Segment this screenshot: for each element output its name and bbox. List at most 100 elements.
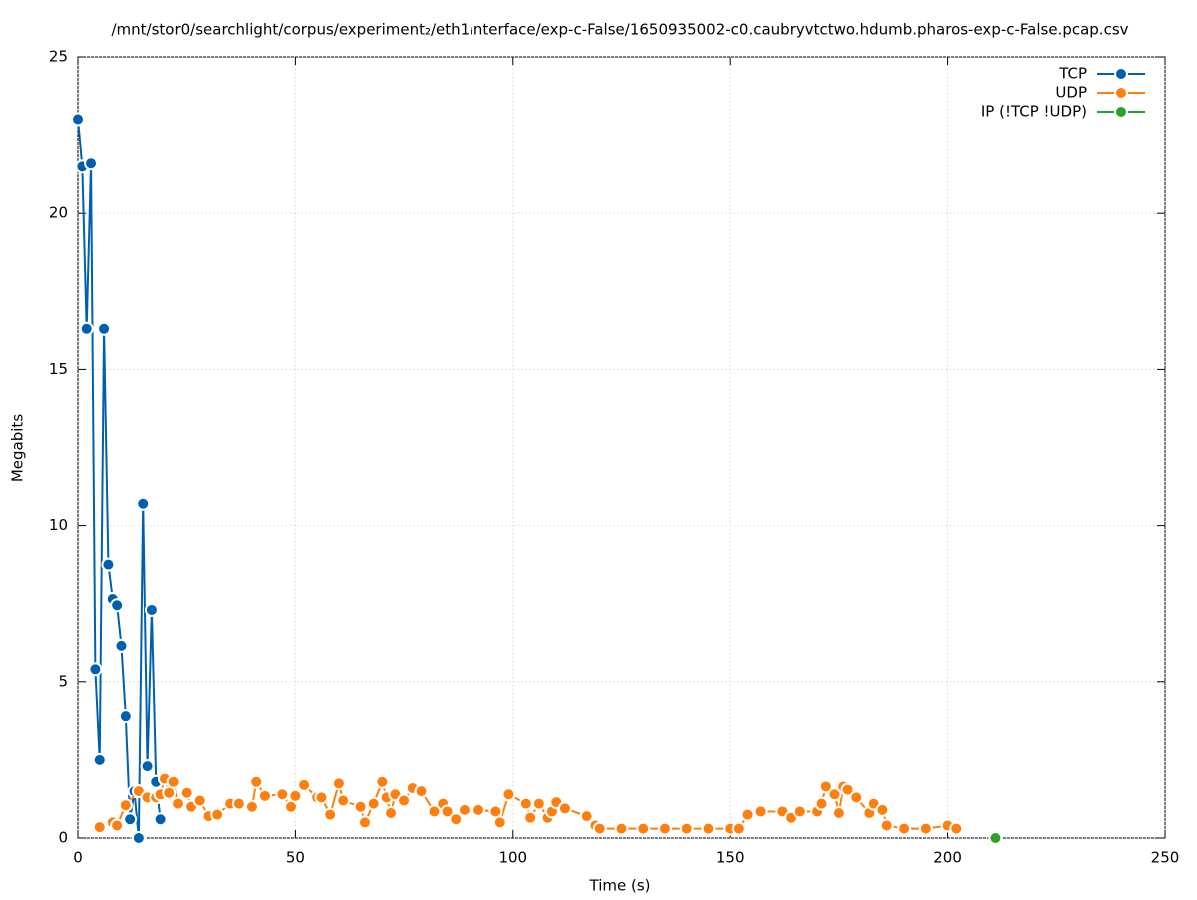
data-point — [523, 810, 538, 825]
y-tick-label: 20 — [49, 204, 68, 222]
legend-label: UDP — [1055, 84, 1087, 102]
data-point — [397, 793, 412, 808]
data-point — [614, 821, 629, 836]
data-point — [136, 496, 151, 511]
data-point — [875, 802, 890, 817]
y-tick-label: 15 — [49, 360, 68, 378]
data-point — [192, 793, 207, 808]
data-point — [679, 821, 694, 836]
legend-swatch — [1114, 67, 1128, 81]
data-point — [827, 787, 842, 802]
data-point — [701, 821, 716, 836]
data-point — [288, 788, 303, 803]
data-point — [231, 796, 246, 811]
data-point — [275, 787, 290, 802]
data-point — [518, 796, 533, 811]
data-point — [71, 112, 85, 127]
data-point — [414, 784, 429, 799]
data-point — [897, 821, 912, 836]
x-tick-label: 100 — [498, 849, 527, 867]
data-point — [244, 799, 259, 814]
data-point — [366, 796, 381, 811]
data-point — [84, 156, 99, 171]
data-point — [440, 804, 455, 819]
data-point — [153, 812, 168, 827]
data-point — [457, 802, 472, 817]
data-point — [166, 774, 181, 789]
data-point — [988, 831, 1003, 845]
data-point — [79, 321, 94, 336]
data-point — [331, 776, 346, 791]
data-point — [353, 799, 368, 814]
data-point — [840, 782, 855, 797]
data-point — [323, 807, 338, 822]
data-point — [179, 785, 194, 800]
data-point — [449, 812, 464, 827]
data-point — [375, 774, 390, 789]
data-point — [818, 779, 833, 794]
data-point — [592, 821, 607, 836]
data-point — [97, 321, 112, 336]
data-point — [731, 821, 746, 836]
plot-frame — [77, 56, 1166, 839]
legend-swatch — [1114, 105, 1128, 119]
data-point — [118, 798, 133, 813]
data-point — [297, 777, 312, 792]
x-tick-label: 0 — [73, 849, 83, 867]
data-point — [531, 796, 546, 811]
data-point — [657, 821, 672, 836]
data-point — [471, 802, 486, 817]
data-point — [144, 602, 159, 617]
data-point — [740, 807, 755, 822]
data-point — [114, 638, 129, 653]
y-tick-label: 0 — [58, 829, 68, 847]
series-line — [77, 119, 162, 839]
data-point — [171, 796, 186, 811]
legend-label: IP (!TCP !UDP) — [981, 103, 1087, 121]
legend-swatch — [1114, 86, 1128, 100]
data-point — [88, 662, 103, 677]
data-point — [427, 804, 442, 819]
x-tick-label: 150 — [716, 849, 745, 867]
data-point — [636, 821, 651, 836]
data-point — [210, 807, 225, 822]
data-point — [118, 709, 133, 724]
data-point — [579, 809, 594, 824]
data-point — [753, 804, 768, 819]
y-axis-label: Megabits — [9, 414, 27, 482]
x-tick-label: 250 — [1151, 849, 1180, 867]
data-point — [336, 793, 351, 808]
data-point — [110, 818, 125, 833]
data-point — [92, 752, 107, 767]
y-tick-label: 10 — [49, 516, 68, 534]
y-tick-label: 25 — [49, 48, 68, 66]
data-point — [501, 787, 516, 802]
data-point — [384, 806, 399, 821]
data-point — [110, 598, 125, 613]
x-tick-label: 200 — [933, 849, 962, 867]
data-point — [557, 801, 572, 816]
y-tick-label: 5 — [58, 672, 68, 690]
data-point — [492, 815, 507, 830]
data-point — [918, 821, 933, 836]
data-point — [949, 821, 964, 836]
data-point — [314, 790, 329, 805]
data-point — [849, 790, 864, 805]
data-point — [249, 774, 264, 789]
data-point — [131, 831, 146, 845]
data-point — [92, 820, 107, 835]
data-point — [257, 788, 272, 803]
x-axis-label: Time (s) — [589, 877, 651, 895]
data-point — [814, 796, 829, 811]
data-point — [879, 818, 894, 833]
data-point — [123, 812, 138, 827]
data-point — [792, 804, 807, 819]
legend-label: TCP — [1058, 65, 1087, 83]
data-point — [357, 815, 372, 830]
data-point — [140, 759, 155, 774]
data-point — [831, 806, 846, 821]
x-tick-label: 50 — [286, 849, 305, 867]
chart-title: /mnt/stor0/searchlight/corpus/experiment… — [111, 21, 1128, 39]
data-point — [101, 557, 116, 572]
